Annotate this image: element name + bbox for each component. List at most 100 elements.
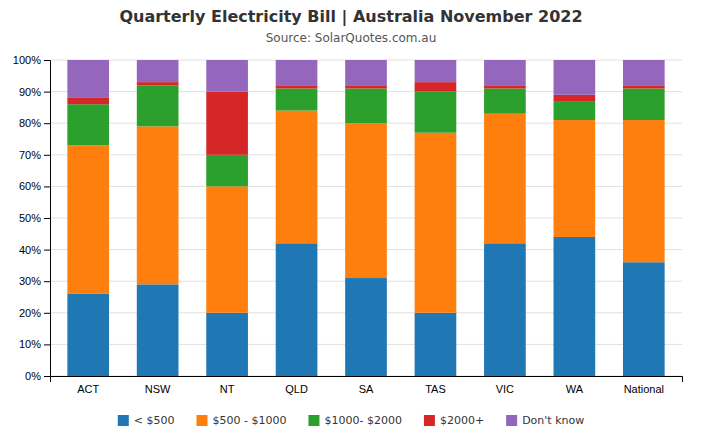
x-tick-label: SA: [359, 383, 374, 395]
bar: [415, 60, 457, 82]
bar: [206, 60, 248, 92]
bar: [484, 243, 526, 376]
grid: [50, 60, 682, 376]
bar: [554, 95, 596, 101]
x-tick-label: NSW: [145, 383, 171, 395]
bar: [554, 237, 596, 376]
bar: [137, 284, 179, 376]
y-tick: 80%: [19, 117, 50, 129]
x-tick: NSW: [145, 383, 171, 395]
legend-item: $500 - $1000: [197, 414, 287, 427]
y-tick-label: 50%: [19, 212, 41, 224]
bar: [67, 98, 109, 104]
bar: [554, 60, 596, 95]
bar: [415, 133, 457, 313]
chart-title: Quarterly Electricity Bill | Australia N…: [119, 7, 582, 27]
x-tick: VIC: [496, 383, 514, 395]
y-tick-label: 80%: [19, 117, 41, 129]
bar: [276, 243, 318, 376]
x-tick-label: TAS: [425, 383, 446, 395]
y-tick: 30%: [19, 275, 50, 287]
y-tick-mark: [44, 344, 50, 345]
y-tick-mark: [44, 155, 50, 156]
y-tick-label: 100%: [13, 54, 41, 66]
bar: [137, 60, 179, 82]
legend-label: $500 - $1000: [213, 414, 287, 427]
bar: [137, 126, 179, 284]
x-tick: National: [624, 383, 664, 395]
y-tick-mark: [44, 92, 50, 93]
legend-swatch: [506, 415, 517, 426]
y-tick: 40%: [19, 244, 50, 256]
x-tick-label: NT: [220, 383, 235, 395]
x-tick-label: QLD: [285, 383, 308, 395]
y-tick: 60%: [19, 180, 50, 192]
chart-subtitle: Source: SolarQuotes.com.au: [266, 31, 437, 45]
bar: [554, 120, 596, 237]
legend-label: < $500: [134, 414, 175, 427]
bar: [623, 88, 665, 120]
legend-item: $1000- $2000: [308, 414, 401, 427]
x-tick: ACT: [77, 383, 99, 395]
bar: [623, 85, 665, 88]
legend: < $500 $500 - $1000 $1000- $2000 $2000+ Don'…: [118, 414, 584, 427]
bar: [623, 60, 665, 85]
legend-label: Don't know: [522, 414, 584, 427]
y-tick-label: 70%: [19, 149, 41, 161]
y-tick-label: 90%: [19, 86, 41, 98]
x-tick: WA: [566, 383, 584, 395]
x-tick: QLD: [285, 383, 308, 395]
y-tick-mark: [44, 281, 50, 282]
bar: [415, 92, 457, 133]
y-tick: 100%: [13, 54, 50, 66]
y-tick-mark: [44, 313, 50, 314]
y-tick-mark: [44, 250, 50, 251]
bar: [276, 85, 318, 88]
bars: [67, 60, 664, 376]
chart-container: Quarterly Electricity Bill | Australia N…: [0, 0, 702, 440]
y-tick-label: 40%: [19, 244, 41, 256]
y-tick-mark: [44, 186, 50, 187]
x-tick-label: ACT: [77, 383, 99, 395]
legend-swatch: [308, 415, 319, 426]
x-tick-label: National: [624, 383, 664, 395]
bar-series: [67, 111, 664, 313]
bar: [206, 313, 248, 376]
y-tick: 90%: [19, 86, 50, 98]
legend-swatch: [197, 415, 208, 426]
bar: [137, 82, 179, 85]
bar: [484, 60, 526, 85]
y-tick-label: 20%: [19, 307, 41, 319]
bar: [276, 88, 318, 110]
legend-label: $2000+: [440, 414, 484, 427]
y-tick-mark: [44, 123, 50, 124]
bar: [276, 111, 318, 244]
y-axis: 0%10%20%30%40%50%60%70%80%90%100%: [13, 54, 51, 382]
y-tick-mark: [44, 60, 50, 61]
bar: [67, 145, 109, 294]
bar: [484, 88, 526, 113]
y-tick: 70%: [19, 149, 50, 161]
axis-domain: [44, 61, 51, 377]
y-tick: 0%: [25, 370, 50, 382]
bar: [623, 262, 665, 376]
y-tick-label: 0%: [25, 370, 41, 382]
bar: [415, 82, 457, 91]
x-tick: SA: [359, 383, 374, 395]
x-tick: NT: [220, 383, 235, 395]
bar: [345, 278, 387, 376]
bar-series: [67, 85, 664, 186]
bar: [415, 313, 457, 376]
y-tick: 20%: [19, 307, 50, 319]
x-tick-label: WA: [566, 383, 584, 395]
x-axis: ACT NSW NT QLD SA TAS VIC WA National: [51, 377, 683, 395]
x-tick-label: VIC: [496, 383, 514, 395]
bar: [276, 60, 318, 85]
y-tick: 50%: [19, 212, 50, 224]
legend-label: $1000- $2000: [324, 414, 401, 427]
legend-item: < $500: [118, 414, 175, 427]
bar-series: [67, 60, 664, 98]
y-tick-label: 30%: [19, 275, 41, 287]
chart-svg: Quarterly Electricity Bill | Australia N…: [0, 0, 702, 440]
y-tick-label: 60%: [19, 180, 41, 192]
